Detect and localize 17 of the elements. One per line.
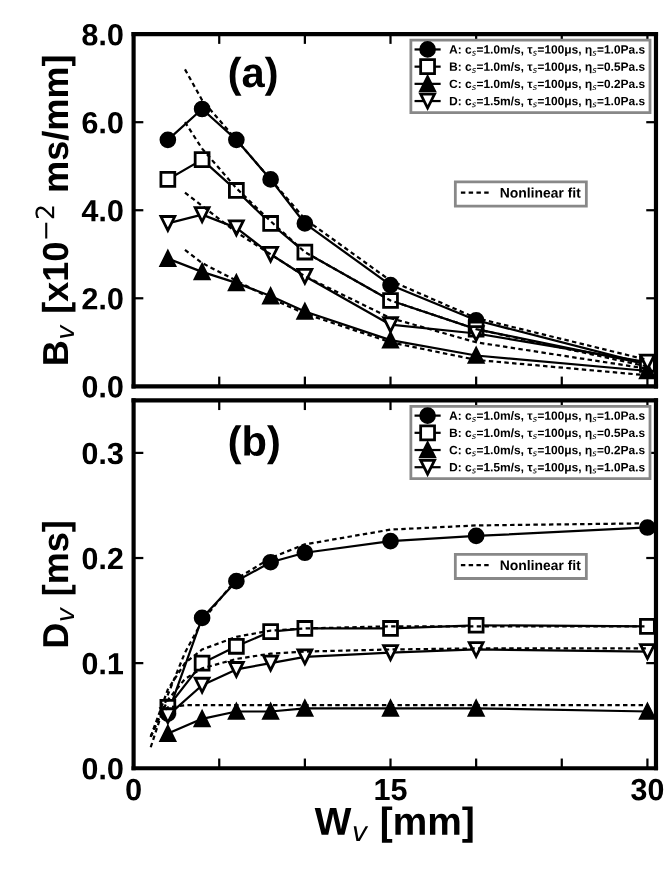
y-tick-label: 0.0 — [82, 376, 123, 398]
y-axis-title: B$_{v}$ [x10$^{−2}$ ms/mm] — [35, 56, 76, 364]
x-tick-label: 30 — [631, 778, 664, 801]
y-tick-label: 8.0 — [82, 23, 123, 46]
y-axis-title: D$_{v}$ [ms] — [41, 522, 76, 647]
y-tick-label: 0.1 — [82, 652, 124, 675]
x-tick-label: 0 — [126, 778, 141, 801]
y-tick-label: 4.0 — [81, 199, 123, 222]
y-tick-label: 0.2 — [82, 547, 123, 570]
annotation: (b) — [229, 425, 279, 465]
x-tick-label: 15 — [375, 779, 407, 801]
y-tick-label: 6.0 — [82, 111, 123, 134]
x-axis-title: W$_{v}$ [mm] — [314, 806, 473, 843]
y-tick-label: 0.3 — [82, 442, 123, 465]
y-tick-label: 2.0 — [82, 288, 123, 310]
annotation: (a) — [229, 56, 277, 96]
y-tick-label: 0.0 — [82, 757, 123, 780]
